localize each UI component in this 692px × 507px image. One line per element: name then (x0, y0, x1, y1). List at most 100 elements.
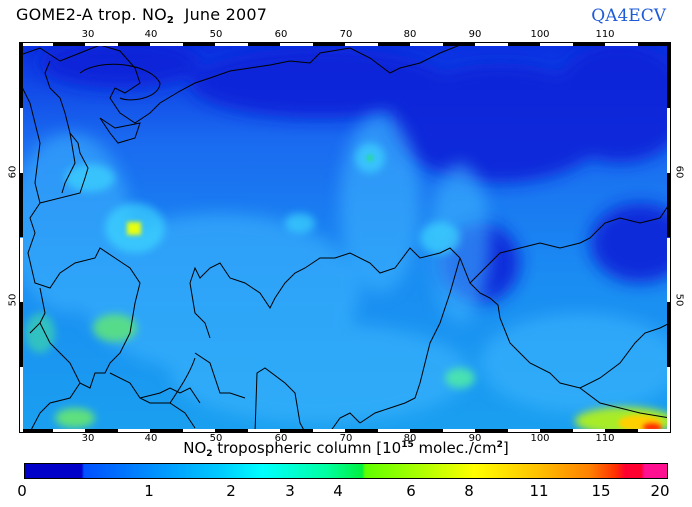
frame-segment (507, 429, 540, 432)
title-date: June 2007 (184, 5, 268, 24)
frame-segment (442, 429, 475, 432)
frame-segment (410, 43, 443, 46)
colorbar-tick-label: 1 (144, 482, 154, 500)
frame-segment (150, 43, 183, 46)
colorbar-label-sub: 2 (206, 449, 213, 459)
frame-segment (247, 429, 280, 432)
colorbar-tick-label: 4 (333, 482, 343, 500)
frame-segment (20, 429, 53, 432)
map-title: GOME2-A trop. NO2 June 2007 (16, 5, 267, 26)
lon-tick-label: 70 (339, 29, 353, 40)
frame-segment (215, 429, 248, 432)
colorbar-tick-label: 0 (17, 482, 27, 500)
frame-segment (150, 429, 183, 432)
colorbar-label-exp2: 2 (496, 440, 503, 450)
lon-tick-label: 110 (595, 29, 615, 40)
frame-segment (117, 429, 150, 432)
lon-tick-label: 90 (468, 29, 482, 40)
colorbar-label: NO2 tropospheric column [1015 molec./cm2… (0, 439, 692, 459)
colorbar-label-text: NO (183, 439, 207, 457)
frame-segment (247, 43, 280, 46)
lat-tick-label: 60 (673, 165, 685, 179)
frame-segment (670, 42, 671, 433)
frame-segment (52, 43, 85, 46)
frame-segment (20, 302, 23, 368)
frame-segment (572, 429, 605, 432)
frame-segment (19, 42, 20, 433)
frame-segment (117, 43, 150, 46)
frame-segment (540, 43, 573, 46)
lat-tick-label: 50 (673, 293, 685, 307)
lon-tick-label: 60 (274, 29, 288, 40)
frame-segment (377, 429, 410, 432)
colorbar-tick-label: 6 (406, 482, 416, 500)
frame-segment (637, 43, 670, 46)
lat-tick-label: 60 (7, 165, 19, 179)
colorbar-tick-label: 2 (226, 482, 236, 500)
brand-label: QA4ECV (591, 6, 666, 26)
lon-tick-label: 50 (209, 29, 223, 40)
no2-map (20, 43, 670, 432)
colorbar-label-mid: tropospheric column [10 (212, 439, 402, 457)
lon-tick-label: 30 (81, 433, 95, 444)
frame-segment (215, 43, 248, 46)
lon-tick-label: 90 (468, 433, 482, 444)
frame-segment (182, 43, 215, 46)
frame-segment (280, 429, 313, 432)
colorbar-label-unit: molec./cm (413, 439, 497, 457)
colorbar-tick-label: 11 (529, 482, 549, 500)
frame-segment (20, 367, 23, 432)
frame-segment (667, 237, 670, 303)
frame-segment (345, 43, 378, 46)
frame-segment (605, 43, 638, 46)
frame-segment (182, 429, 215, 432)
lon-tick-label: 80 (403, 433, 417, 444)
frame-segment (667, 172, 670, 238)
title-subscript: 2 (166, 15, 175, 26)
frame-segment (410, 429, 443, 432)
colorbar-tick-label: 3 (285, 482, 295, 500)
lon-tick-label: 40 (144, 29, 158, 40)
lon-tick-label: 80 (403, 29, 417, 40)
colorbar-tick-label: 20 (650, 482, 670, 500)
colorbar (24, 463, 668, 479)
title-text: GOME2-A trop. NO (16, 5, 167, 24)
frame-segment (377, 43, 410, 46)
lon-tick-label: 30 (81, 29, 95, 40)
lon-tick-label: 110 (595, 433, 615, 444)
colorbar-tick-label: 8 (464, 482, 474, 500)
frame-segment (85, 429, 118, 432)
frame-segment (637, 429, 670, 432)
frame-segment (540, 429, 573, 432)
lon-tick-label: 100 (530, 29, 550, 40)
frame-segment (667, 367, 670, 432)
lon-tick-label: 50 (209, 433, 223, 444)
frame-segment (507, 43, 540, 46)
lon-tick-label: 40 (144, 433, 158, 444)
lat-tick-label: 50 (7, 293, 19, 307)
frame-segment (572, 43, 605, 46)
frame-segment (20, 43, 23, 108)
frame-segment (20, 107, 23, 173)
lon-tick-label: 100 (530, 433, 550, 444)
frame-segment (280, 43, 313, 46)
frame-segment (442, 43, 475, 46)
frame-segment (667, 43, 670, 108)
frame-segment (85, 43, 118, 46)
frame-segment (312, 43, 345, 46)
lon-tick-label: 70 (339, 433, 353, 444)
frame-segment (20, 43, 53, 46)
frame-segment (19, 432, 671, 433)
frame-segment (52, 429, 85, 432)
colorbar-label-end: ] (502, 439, 509, 457)
frame-segment (605, 429, 638, 432)
colorbar-label-exp: 15 (401, 440, 414, 450)
frame-segment (19, 42, 671, 43)
frame-segment (475, 429, 508, 432)
frame-segment (20, 237, 23, 303)
lon-tick-label: 60 (274, 433, 288, 444)
frame-segment (475, 43, 508, 46)
frame-segment (345, 429, 378, 432)
frame-segment (312, 429, 345, 432)
colorbar-tick-label: 15 (591, 482, 611, 500)
